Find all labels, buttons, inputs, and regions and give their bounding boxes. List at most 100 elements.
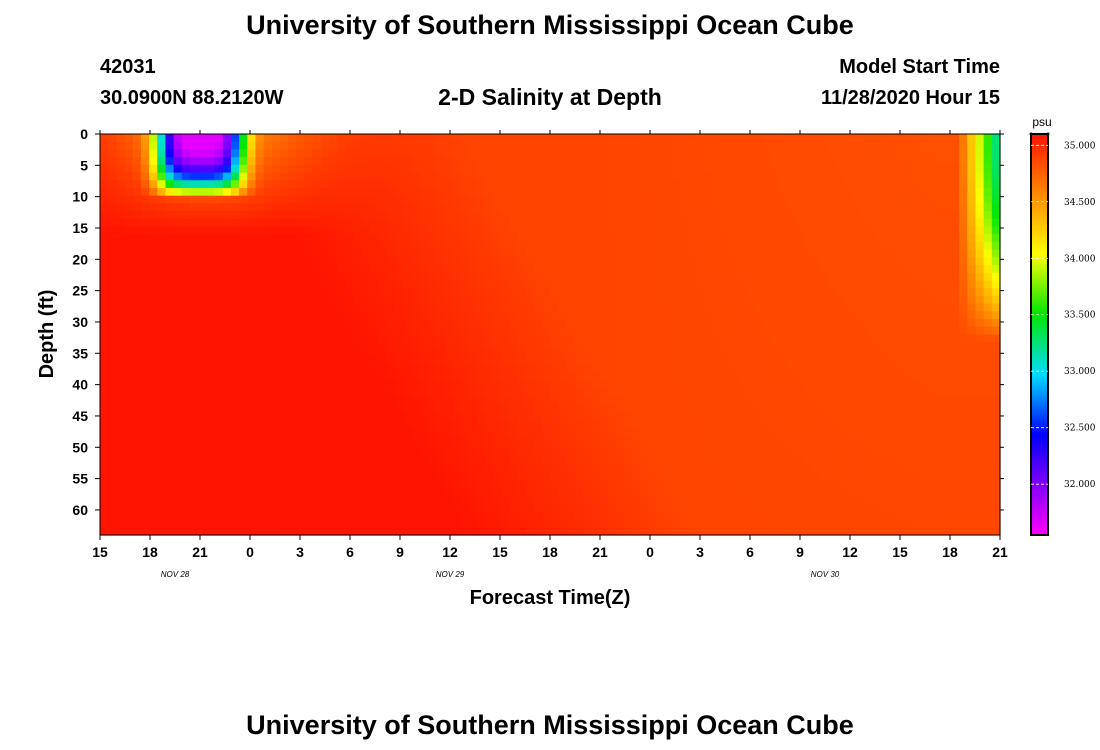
heatmap-cell [165, 272, 175, 282]
heatmap-cell [206, 272, 216, 282]
heatmap-cell [378, 272, 387, 282]
heatmap-cell [108, 187, 117, 197]
heatmap-cell [173, 234, 183, 243]
heatmap-cell [468, 326, 477, 336]
heatmap-cell [509, 473, 518, 482]
heatmap-cell [435, 249, 445, 258]
heatmap-cell [190, 280, 199, 289]
heatmap-cell [910, 473, 919, 482]
heatmap-cell [329, 434, 338, 444]
heatmap-cell [525, 195, 535, 204]
heatmap-cell [410, 295, 420, 305]
heatmap-cell [582, 149, 592, 158]
heatmap-cell [877, 288, 887, 297]
heatmap-cell [640, 149, 649, 158]
heatmap-cell [320, 187, 330, 197]
heatmap-cell [910, 187, 919, 197]
heatmap-cell [517, 388, 527, 397]
heatmap-cell [500, 195, 510, 204]
heatmap-cell [590, 419, 600, 428]
heatmap-cell [190, 164, 199, 174]
heatmap-cell [795, 187, 805, 197]
heatmap-cell [811, 373, 821, 382]
heatmap-cell [942, 311, 952, 320]
heatmap-cell [492, 319, 502, 328]
heatmap-cell [140, 218, 150, 228]
heatmap-cell [140, 203, 150, 212]
heatmap-cell [165, 326, 175, 336]
heatmap-cell [885, 172, 895, 181]
heatmap-cell [165, 187, 175, 197]
heatmap-cell [901, 172, 911, 181]
heatmap-cell [312, 234, 322, 243]
heatmap-cell [271, 457, 281, 467]
heatmap-cell [173, 442, 183, 451]
heatmap-cell [386, 311, 396, 320]
heatmap-cell [149, 157, 158, 166]
heatmap-cell [410, 403, 420, 413]
heatmap-cell [320, 295, 330, 305]
heatmap-cell [116, 457, 126, 467]
heatmap-cell [190, 234, 199, 243]
heatmap-cell [361, 365, 371, 374]
heatmap-cell [550, 280, 559, 289]
heatmap-cell [648, 380, 657, 390]
heatmap-cell [967, 403, 977, 413]
heatmap-cell [525, 234, 535, 243]
heatmap-cell [860, 311, 870, 320]
heatmap-cell [991, 303, 1001, 312]
heatmap-cell [517, 411, 527, 420]
heatmap-cell [942, 319, 952, 328]
heatmap-cell [623, 473, 633, 482]
heatmap-cell [108, 218, 117, 228]
heatmap-cell [353, 473, 363, 482]
heatmap-cell [230, 311, 240, 320]
heatmap-cell [173, 396, 183, 405]
heatmap-cell [877, 396, 887, 405]
heatmap-cell [402, 373, 412, 382]
heatmap-cell [443, 272, 453, 282]
heatmap-cell [795, 234, 805, 243]
heatmap-cell [820, 211, 829, 220]
heatmap-cell [304, 396, 314, 405]
heatmap-cell [271, 419, 281, 428]
heatmap-cell [738, 403, 747, 413]
heatmap-cell [394, 187, 404, 197]
heatmap-cell [222, 457, 232, 467]
heatmap-cell [877, 280, 887, 289]
heatmap-cell [320, 211, 330, 220]
heatmap-cell [288, 157, 297, 166]
heatmap-cell [558, 164, 567, 174]
heatmap-cell [124, 303, 134, 312]
heatmap-cell [893, 257, 903, 266]
heatmap-cell [116, 473, 126, 482]
heatmap-cell [730, 226, 739, 235]
heatmap-cell [361, 396, 371, 405]
heatmap-cell [640, 172, 649, 181]
heatmap-cell [590, 195, 600, 204]
heatmap-cell [492, 450, 502, 459]
heatmap-cell [770, 342, 780, 351]
heatmap-cell [803, 226, 813, 235]
heatmap-cell [607, 141, 617, 151]
heatmap-cell [730, 442, 739, 451]
heatmap-cell [271, 334, 281, 343]
heatmap-cell [263, 141, 273, 151]
heatmap-cell [214, 218, 224, 228]
heatmap-cell [877, 388, 887, 397]
heatmap-cell [337, 334, 347, 343]
heatmap-cell [255, 380, 265, 390]
heatmap-cell [509, 141, 518, 151]
heatmap-cell [484, 218, 494, 228]
heatmap-cell [181, 450, 191, 459]
heatmap-cell [795, 249, 805, 258]
heatmap-cell [721, 226, 731, 235]
heatmap-cell [173, 272, 183, 282]
heatmap-cell [288, 164, 297, 174]
heatmap-cell [869, 187, 878, 197]
heatmap-cell [558, 365, 567, 374]
heatmap-cell [795, 465, 805, 474]
heatmap-cell [435, 257, 445, 266]
heatmap-cell [623, 234, 633, 243]
heatmap-cell [599, 357, 608, 366]
